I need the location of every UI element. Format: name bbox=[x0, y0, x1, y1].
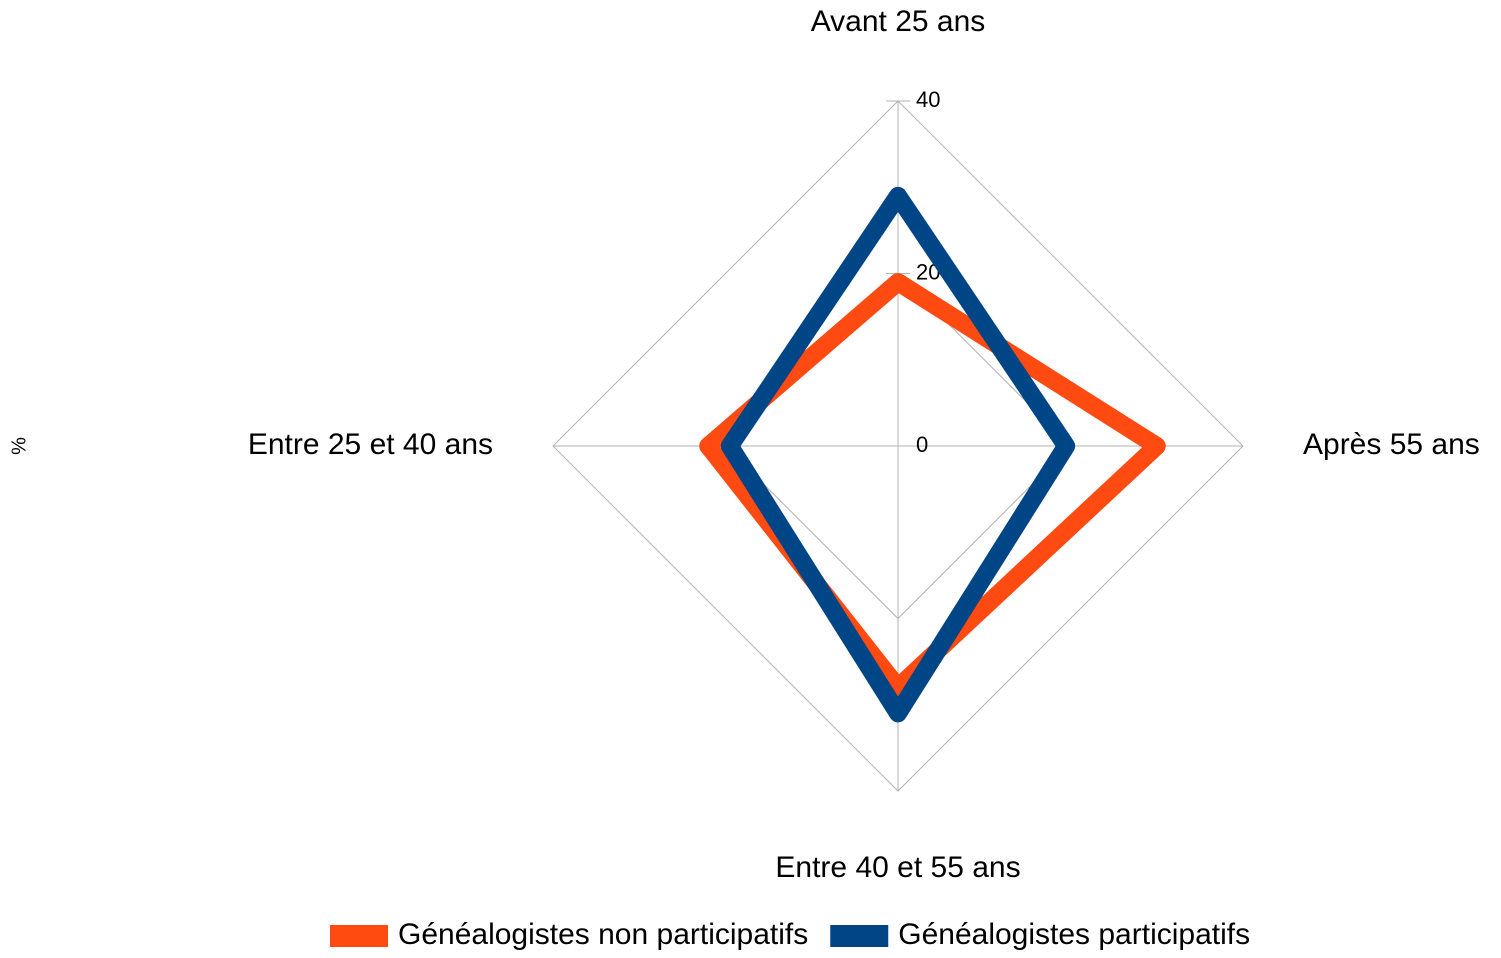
category-label: Avant 25 ans bbox=[811, 5, 986, 38]
category-label: Entre 40 et 55 ans bbox=[775, 851, 1020, 884]
y-axis-label: % bbox=[8, 437, 30, 455]
legend-label: Généalogistes non participatifs bbox=[398, 918, 808, 951]
series-line bbox=[720, 186, 1076, 723]
legend-swatch bbox=[830, 925, 889, 947]
category-label: Après 55 ans bbox=[1303, 428, 1480, 461]
category-label: Entre 25 et 40 ans bbox=[248, 428, 493, 461]
series-line bbox=[699, 273, 1166, 697]
legend-swatch bbox=[330, 925, 388, 947]
y-tick-label: 40 bbox=[916, 87, 940, 112]
legend-label: Généalogistes participatifs bbox=[898, 918, 1250, 951]
y-tick-label: 0 bbox=[916, 432, 928, 457]
